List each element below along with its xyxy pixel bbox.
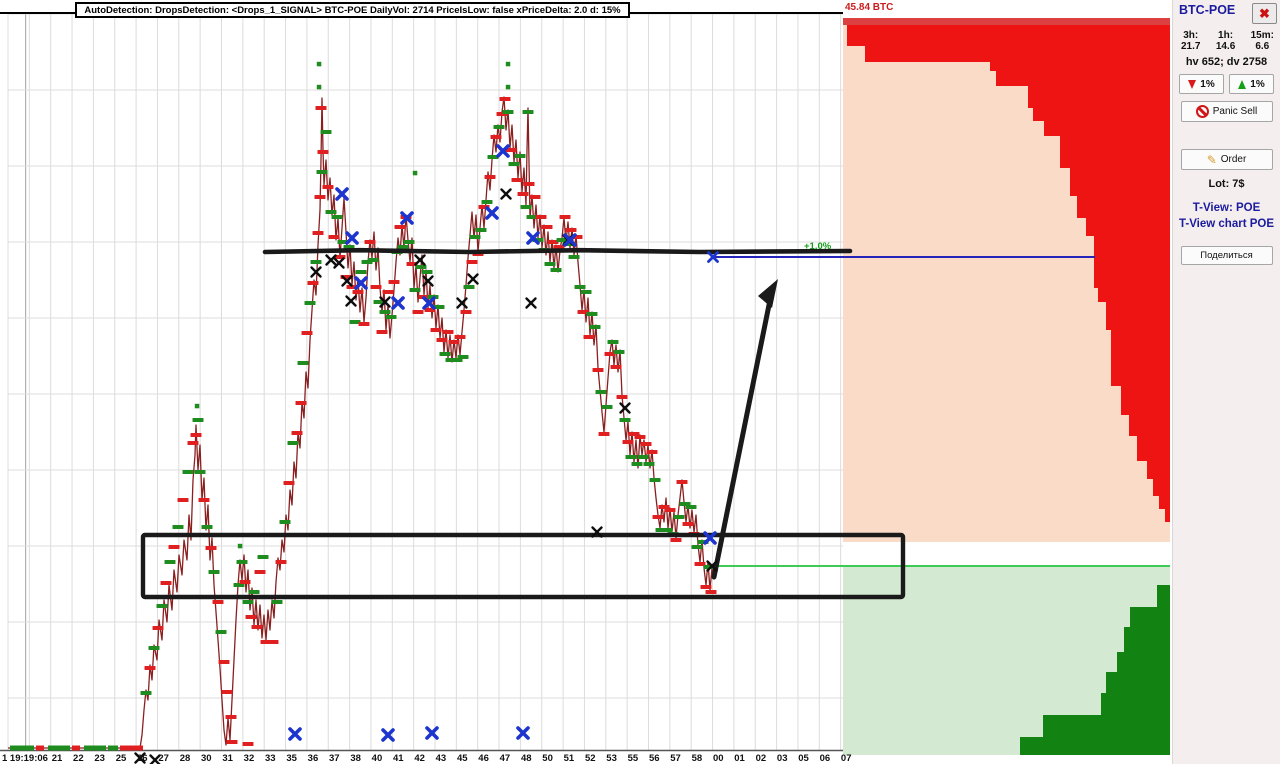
- x-axis-label: 50: [542, 753, 553, 764]
- volume-stats: hv 652; dv 2758: [1185, 56, 1268, 68]
- depth-bids: [843, 566, 1170, 755]
- signal-arrowhead: [758, 279, 778, 308]
- percent-target-label: +1.0%: [804, 241, 832, 252]
- trade-markers: [134, 144, 719, 764]
- x-axis-label: 51: [564, 753, 575, 764]
- x-axis-label: 56: [649, 753, 660, 764]
- highlight-rectangle: [140, 532, 906, 600]
- x-axis-label: 33: [265, 753, 276, 764]
- x-axis-label: 35: [286, 753, 297, 764]
- x-axis-label: 57: [670, 753, 681, 764]
- x-axis-label: 37: [329, 753, 340, 764]
- x-axis-label: 42: [414, 753, 425, 764]
- x-axis-label: 45: [457, 753, 468, 764]
- volume-dashes: [10, 61, 717, 751]
- x-axis-label: 52: [585, 753, 596, 764]
- pencil-icon: ✎: [1206, 152, 1217, 167]
- resistance-trendline: [262, 247, 853, 255]
- x-axis-label: 32: [244, 753, 255, 764]
- order-button[interactable]: ✎ Order: [1180, 149, 1273, 170]
- up-arrow-icon: [1238, 79, 1247, 89]
- x-axis-label: 00: [713, 753, 724, 764]
- x-axis-label: 23: [94, 753, 105, 764]
- buy-1pct-button[interactable]: 1%: [1229, 74, 1274, 94]
- x-axis-label: 26: [137, 753, 148, 764]
- x-axis-label: 36: [308, 753, 319, 764]
- sell-1pct-button[interactable]: 1%: [1179, 74, 1224, 94]
- x-axis-label: 53: [606, 753, 617, 764]
- x-axis-label: 21: [52, 753, 63, 764]
- x-axis-label: 38: [350, 753, 361, 764]
- x-axis-label: 05: [798, 753, 809, 764]
- chart-grid: [0, 13, 843, 752]
- lot-size-label: Lot: 7$: [1208, 178, 1245, 190]
- annotations: +1.0%: [140, 241, 906, 600]
- detection-title-text: AutoDetection: DropsDetection: <Drops_1_…: [84, 4, 621, 16]
- x-axis-first-label: 1 19:19:06: [2, 753, 48, 764]
- change-stats: 3h: 21.7 1h: 14.6 15m: 6.6: [1173, 24, 1280, 52]
- x-axis-label: 46: [478, 753, 489, 764]
- x-axis-label: 02: [756, 753, 767, 764]
- x-axis-label: 31: [222, 753, 233, 764]
- x-axis-label: 25: [116, 753, 127, 764]
- bid-depth-steps: [1020, 585, 1170, 755]
- x-axis-label: 07: [841, 753, 852, 764]
- percent-buttons-row: 1% 1%: [1173, 68, 1280, 94]
- ask-depth-steps: [847, 18, 1170, 522]
- x-axis-label: 30: [201, 753, 212, 764]
- no-entry-icon: [1195, 105, 1209, 118]
- x-axis-label: 22: [73, 753, 84, 764]
- x-axis-label: 40: [372, 753, 383, 764]
- detection-title: AutoDetection: DropsDetection: <Drops_1_…: [75, 2, 630, 18]
- x-axis-labels: 1 19:19:06 21 22 23 25 26 27 28 30 31 32 33 35 36 37 38…: [2, 753, 851, 764]
- down-arrow-icon: [1188, 79, 1197, 89]
- x-axis-label: 43: [436, 753, 447, 764]
- depth-volume-label: 45.84 BTC: [845, 2, 894, 13]
- stat-15m: 15m: 6.6: [1250, 30, 1274, 52]
- tview-link[interactable]: T-View: POE: [1192, 202, 1261, 214]
- stat-1h: 1h: 14.6: [1215, 30, 1236, 52]
- x-axis-label: 48: [521, 753, 532, 764]
- stat-3h: 3h: 21.7: [1181, 30, 1201, 52]
- x-axis-label: 27: [158, 753, 169, 764]
- x-axis-label: 03: [777, 753, 788, 764]
- signal-arrow: [711, 297, 773, 580]
- x-axis-label: 06: [820, 753, 831, 764]
- panic-sell-button[interactable]: Panic Sell: [1180, 101, 1273, 122]
- x-axis-label: 41: [393, 753, 404, 764]
- close-icon: ✖: [1259, 6, 1270, 21]
- tview-chart-link[interactable]: T-View chart POE: [1178, 218, 1274, 230]
- x-axis-label: 28: [180, 753, 191, 764]
- share-button[interactable]: Поделиться: [1180, 246, 1273, 265]
- depth-asks: [843, 18, 1170, 566]
- order-panel: BTC-POE ✖ 3h: 21.7 1h: 14.6 15m: 6.6 hv …: [1172, 0, 1280, 764]
- price-series: [8, 96, 714, 749]
- close-button[interactable]: ✖: [1252, 3, 1277, 24]
- x-axis-label: 01: [734, 753, 745, 764]
- x-axis-label: 55: [628, 753, 639, 764]
- x-axis-label: 47: [500, 753, 511, 764]
- x-axis-label: 58: [692, 753, 703, 764]
- level-lines: [712, 256, 1170, 567]
- pair-title: BTC-POE: [1179, 3, 1236, 17]
